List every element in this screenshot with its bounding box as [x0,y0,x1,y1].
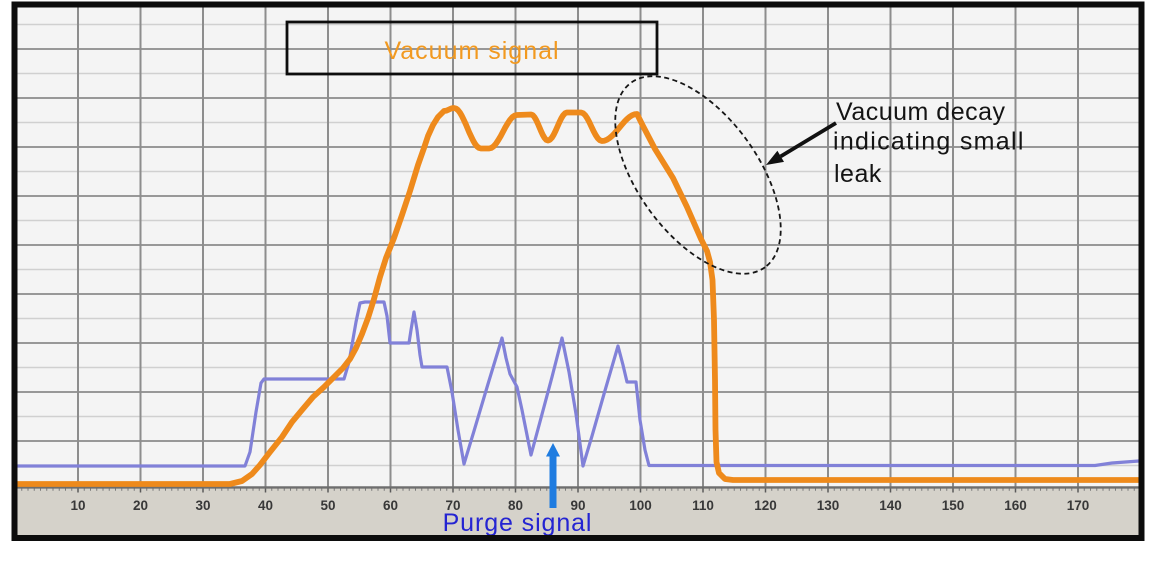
svg-text:80: 80 [508,498,523,513]
svg-text:40: 40 [258,498,273,513]
svg-text:Vacuum signal: Vacuum signal [384,37,559,65]
svg-text:120: 120 [754,498,777,513]
svg-text:10: 10 [70,498,85,513]
svg-text:110: 110 [692,498,714,513]
svg-text:90: 90 [570,498,585,513]
svg-text:170: 170 [1067,498,1090,513]
svg-text:indicating small: indicating small [833,128,1025,156]
svg-text:Purge signal: Purge signal [443,509,593,537]
svg-text:130: 130 [817,498,840,513]
svg-text:150: 150 [942,498,965,513]
svg-text:60: 60 [383,498,398,513]
svg-text:50: 50 [320,498,335,513]
svg-text:30: 30 [195,498,210,513]
svg-text:20: 20 [133,498,148,513]
svg-text:140: 140 [879,498,902,513]
svg-text:leak: leak [834,160,882,188]
svg-text:70: 70 [445,498,460,513]
svg-text:100: 100 [629,498,652,513]
svg-text:Vacuum decay: Vacuum decay [836,98,1006,126]
svg-text:160: 160 [1004,498,1027,513]
